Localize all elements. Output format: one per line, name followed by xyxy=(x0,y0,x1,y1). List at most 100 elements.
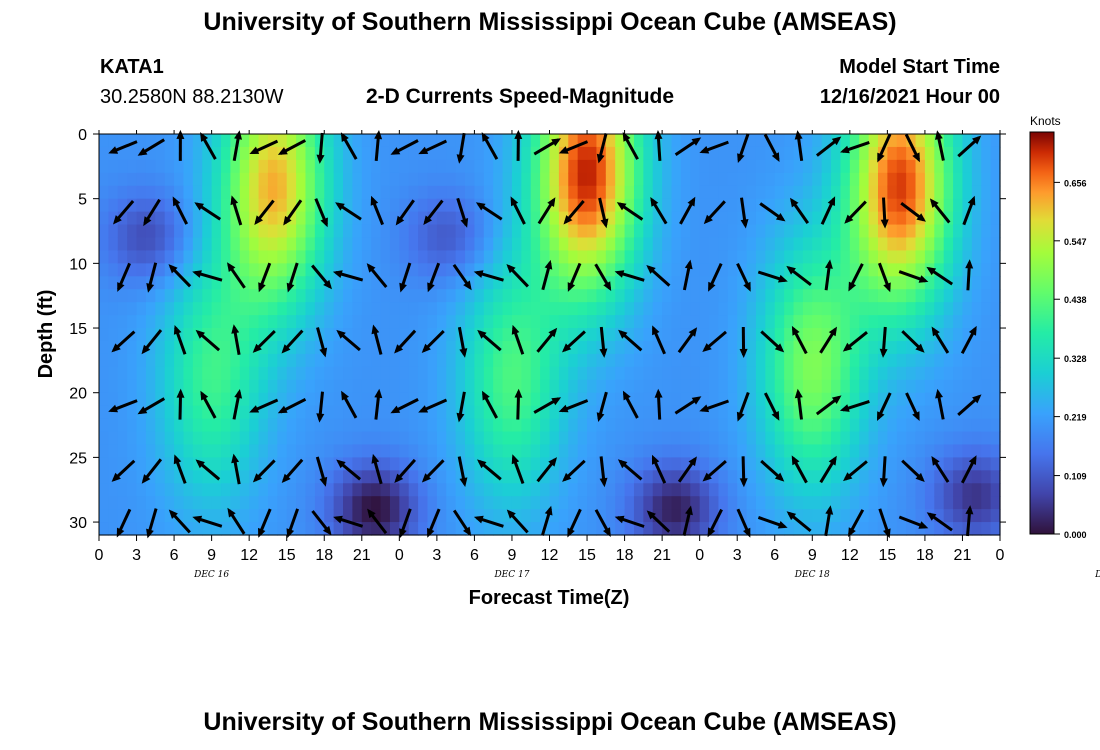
x-tick-label: 15 xyxy=(878,547,896,564)
heat-cell xyxy=(699,250,710,264)
heat-cell xyxy=(155,211,166,226)
heat-cell xyxy=(568,379,579,394)
heat-cell xyxy=(286,509,297,523)
heat-cell xyxy=(127,366,138,381)
heat-cell xyxy=(296,172,307,187)
heat-cell xyxy=(990,198,1001,213)
heat-cell xyxy=(755,237,766,252)
heat-cell xyxy=(737,276,748,290)
heat-cell xyxy=(446,496,457,510)
heat-cell xyxy=(643,198,654,213)
heat-cell xyxy=(737,418,748,433)
heat-cell xyxy=(117,263,128,277)
heat-cell xyxy=(868,159,879,174)
heat-cell xyxy=(493,172,504,187)
heat-cell xyxy=(971,237,982,252)
heat-cell xyxy=(633,509,644,523)
heat-cell xyxy=(596,237,607,252)
heat-cell xyxy=(427,418,438,433)
heat-cell xyxy=(474,224,485,239)
heat-cell xyxy=(352,159,363,174)
heat-cell xyxy=(286,211,297,226)
heat-cell xyxy=(136,289,147,303)
current-arrow xyxy=(616,202,644,221)
heat-cell xyxy=(108,289,119,303)
heat-cell xyxy=(474,172,485,187)
heat-cell xyxy=(145,405,156,420)
heat-cell xyxy=(436,509,447,523)
heat-cell xyxy=(568,289,579,303)
heat-cell xyxy=(981,302,992,316)
heat-cell xyxy=(239,185,250,200)
y-tick-label: 20 xyxy=(69,386,87,403)
heat-cell xyxy=(962,237,973,252)
heat-cell xyxy=(990,211,1001,226)
heat-cell xyxy=(896,379,907,394)
heat-cell xyxy=(211,263,222,277)
heat-cell xyxy=(746,250,757,264)
current-arrow xyxy=(316,391,325,423)
heat-cell xyxy=(746,392,757,407)
heat-cell xyxy=(183,366,194,381)
heat-cell xyxy=(183,185,194,200)
heat-cell xyxy=(418,470,429,484)
heat-cell xyxy=(887,457,898,471)
heat-cell xyxy=(371,276,382,290)
heat-cell xyxy=(99,134,109,148)
heat-cell xyxy=(267,353,278,368)
heat-cell xyxy=(896,224,907,239)
heat-cell xyxy=(493,185,504,200)
heat-cell xyxy=(502,159,513,174)
heat-cell xyxy=(624,172,635,187)
heat-cell xyxy=(380,366,391,381)
heat-cell xyxy=(868,340,879,355)
heat-cell xyxy=(896,134,907,148)
heat-cell xyxy=(493,496,504,510)
heat-cell xyxy=(662,340,673,355)
heat-cell xyxy=(934,483,945,497)
current-arrow xyxy=(904,133,920,163)
heat-cell xyxy=(868,134,879,148)
heat-cell xyxy=(587,379,598,394)
current-arrow xyxy=(708,262,723,292)
heat-cell xyxy=(117,509,128,523)
x-tick-label: 12 xyxy=(841,547,859,564)
heat-cell xyxy=(924,289,935,303)
current-arrow xyxy=(258,262,272,293)
x-tick-label: 21 xyxy=(653,547,671,564)
heat-cell xyxy=(615,418,626,433)
heat-cell xyxy=(737,172,748,187)
heat-cell xyxy=(258,159,269,174)
current-arrow xyxy=(511,324,525,355)
current-arrow xyxy=(367,508,388,535)
heat-cell xyxy=(164,353,175,368)
heat-cell xyxy=(981,211,992,226)
current-arrow xyxy=(614,515,645,528)
heat-cell xyxy=(943,353,954,368)
heat-cell xyxy=(455,211,466,226)
heat-cell xyxy=(108,392,119,407)
current-arrow xyxy=(839,399,870,412)
heat-cell xyxy=(924,522,935,536)
heat-cell xyxy=(343,496,354,510)
heat-cell xyxy=(483,340,494,355)
heat-cell xyxy=(849,328,860,342)
heat-cell xyxy=(587,470,598,484)
heat-cell xyxy=(408,328,419,342)
heat-cell xyxy=(690,159,701,174)
heat-cell xyxy=(258,483,269,497)
heat-cell xyxy=(924,470,935,484)
heat-cell xyxy=(446,366,457,381)
heat-cell xyxy=(915,263,926,277)
heat-cell xyxy=(624,509,635,523)
heat-cell xyxy=(230,224,241,239)
heat-cell xyxy=(267,496,278,510)
heat-cell xyxy=(577,522,588,536)
heat-cell xyxy=(971,509,982,523)
heat-cell xyxy=(267,198,278,213)
heat-cell xyxy=(258,340,269,355)
heat-cell xyxy=(896,353,907,368)
heat-cell xyxy=(549,366,560,381)
heat-cell xyxy=(117,302,128,316)
heat-cell xyxy=(164,405,175,420)
